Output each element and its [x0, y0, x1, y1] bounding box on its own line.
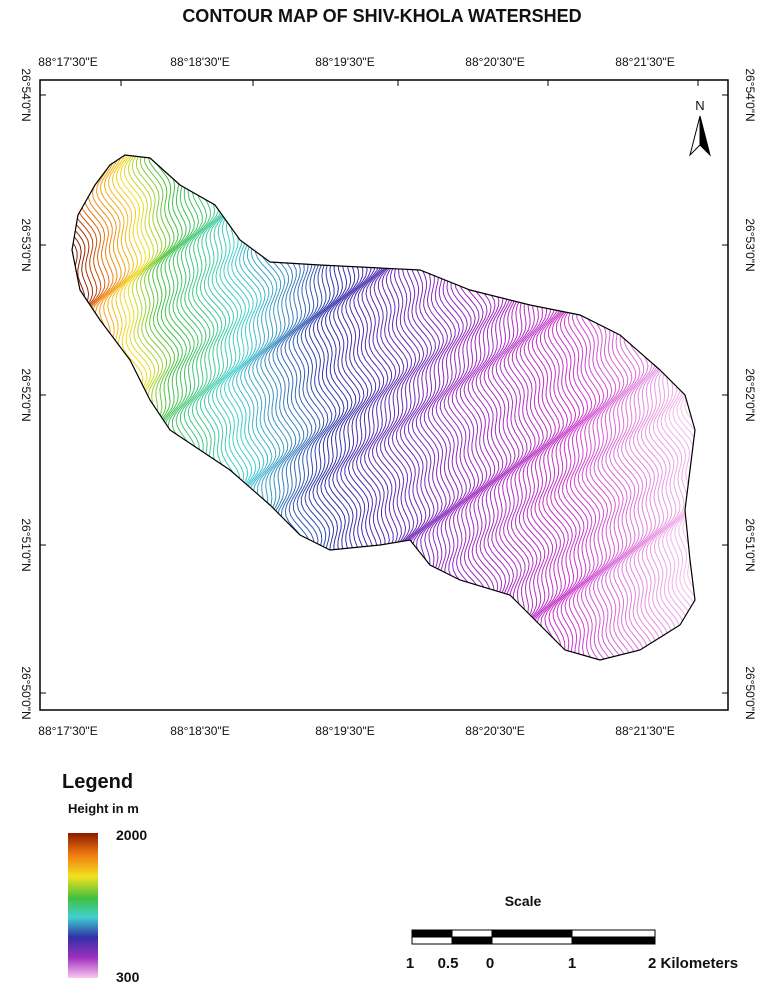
contour [95, 155, 124, 660]
contour [355, 155, 385, 660]
contour [399, 155, 428, 660]
north-arrow-left [689, 115, 701, 157]
latitude-label: 26°53'0"N [743, 218, 757, 271]
contour [163, 155, 192, 660]
contour [72, 155, 96, 660]
contour [375, 155, 405, 660]
contour [431, 155, 460, 660]
map-title: CONTOUR MAP OF SHIV-KHOLA WATERSHED [182, 6, 581, 26]
contour [371, 155, 401, 660]
north-label: N [695, 98, 704, 113]
contour [159, 155, 188, 660]
contour [336, 155, 365, 660]
scale-bar [411, 929, 656, 945]
contour [231, 155, 260, 660]
contour [455, 155, 484, 660]
scale-label: 0 [486, 955, 494, 972]
contour [387, 155, 417, 660]
longitude-label: 88°19'30"E [315, 55, 374, 69]
contour [367, 155, 397, 660]
scale-label: 1 [406, 955, 414, 972]
contour [672, 155, 695, 660]
contour [236, 155, 265, 660]
latitude-label: 26°54'0"N [743, 68, 757, 121]
longitude-label: 88°21'30"E [615, 724, 674, 738]
contour [247, 155, 277, 660]
contour [411, 155, 441, 660]
contour-lines [72, 155, 695, 660]
scale-seg [491, 929, 573, 938]
legend-subtitle: Height in m [68, 801, 139, 816]
contour [167, 155, 196, 660]
contour [684, 155, 695, 660]
graticule-labels: 88°17'30"E 88°17'30"E 88°18'30"E 88°18'30"E… [19, 55, 757, 738]
contour [300, 155, 329, 660]
scale-seg [411, 929, 453, 938]
scale-label: 1 [568, 955, 576, 972]
scale-seg [571, 936, 656, 945]
contour [276, 155, 305, 660]
scale-seg [451, 936, 493, 945]
latitude-label: 26°51'0"N [743, 518, 757, 571]
contour [543, 155, 572, 660]
contour [391, 155, 421, 660]
longitude-label: 88°20'30"E [465, 55, 524, 69]
contour [443, 155, 472, 660]
north-arrow: N [689, 98, 711, 157]
contour [127, 155, 156, 660]
contour [284, 155, 313, 660]
legend-min: 300 [116, 969, 140, 985]
contour [72, 155, 80, 660]
longitude-label: 88°17'30"E [38, 724, 97, 738]
scale-title: Scale [505, 893, 542, 909]
contour [75, 155, 104, 660]
longitude-label: 88°21'30"E [615, 55, 674, 69]
contour [308, 155, 337, 660]
scale-label: 0.5 [438, 955, 459, 972]
latitude-label: 26°52'0"N [743, 368, 757, 421]
legend-title: Legend [62, 771, 133, 793]
longitude-label: 88°20'30"E [465, 724, 524, 738]
contour [668, 155, 695, 660]
latitude-label: 26°51'0"N [19, 518, 33, 571]
contour [475, 155, 504, 660]
contour [332, 155, 361, 660]
contour [527, 155, 556, 660]
contour [383, 155, 413, 660]
legend-ramp [68, 833, 98, 978]
latitude-label: 26°50'0"N [19, 666, 33, 719]
longitude-label: 88°18'30"E [170, 724, 229, 738]
contour [239, 155, 269, 660]
contour [296, 155, 325, 660]
scale-label: 2 Kilometers [648, 955, 738, 972]
contour [423, 155, 452, 660]
contour [427, 155, 456, 660]
contour [72, 155, 88, 660]
latitude-label: 26°54'0"N [19, 68, 33, 121]
contour [272, 155, 301, 660]
contour [548, 155, 577, 660]
contour [344, 155, 373, 660]
latitude-label: 26°52'0"N [19, 368, 33, 421]
latitude-label: 26°53'0"N [19, 218, 33, 271]
legend-max: 2000 [116, 827, 147, 843]
contour [72, 155, 85, 660]
longitude-label: 88°18'30"E [170, 55, 229, 69]
north-arrow-right [699, 115, 711, 157]
longitude-label: 88°19'30"E [315, 724, 374, 738]
contour [312, 155, 341, 660]
longitude-label: 88°17'30"E [38, 55, 97, 69]
contour [575, 155, 605, 660]
latitude-label: 26°50'0"N [743, 666, 757, 719]
